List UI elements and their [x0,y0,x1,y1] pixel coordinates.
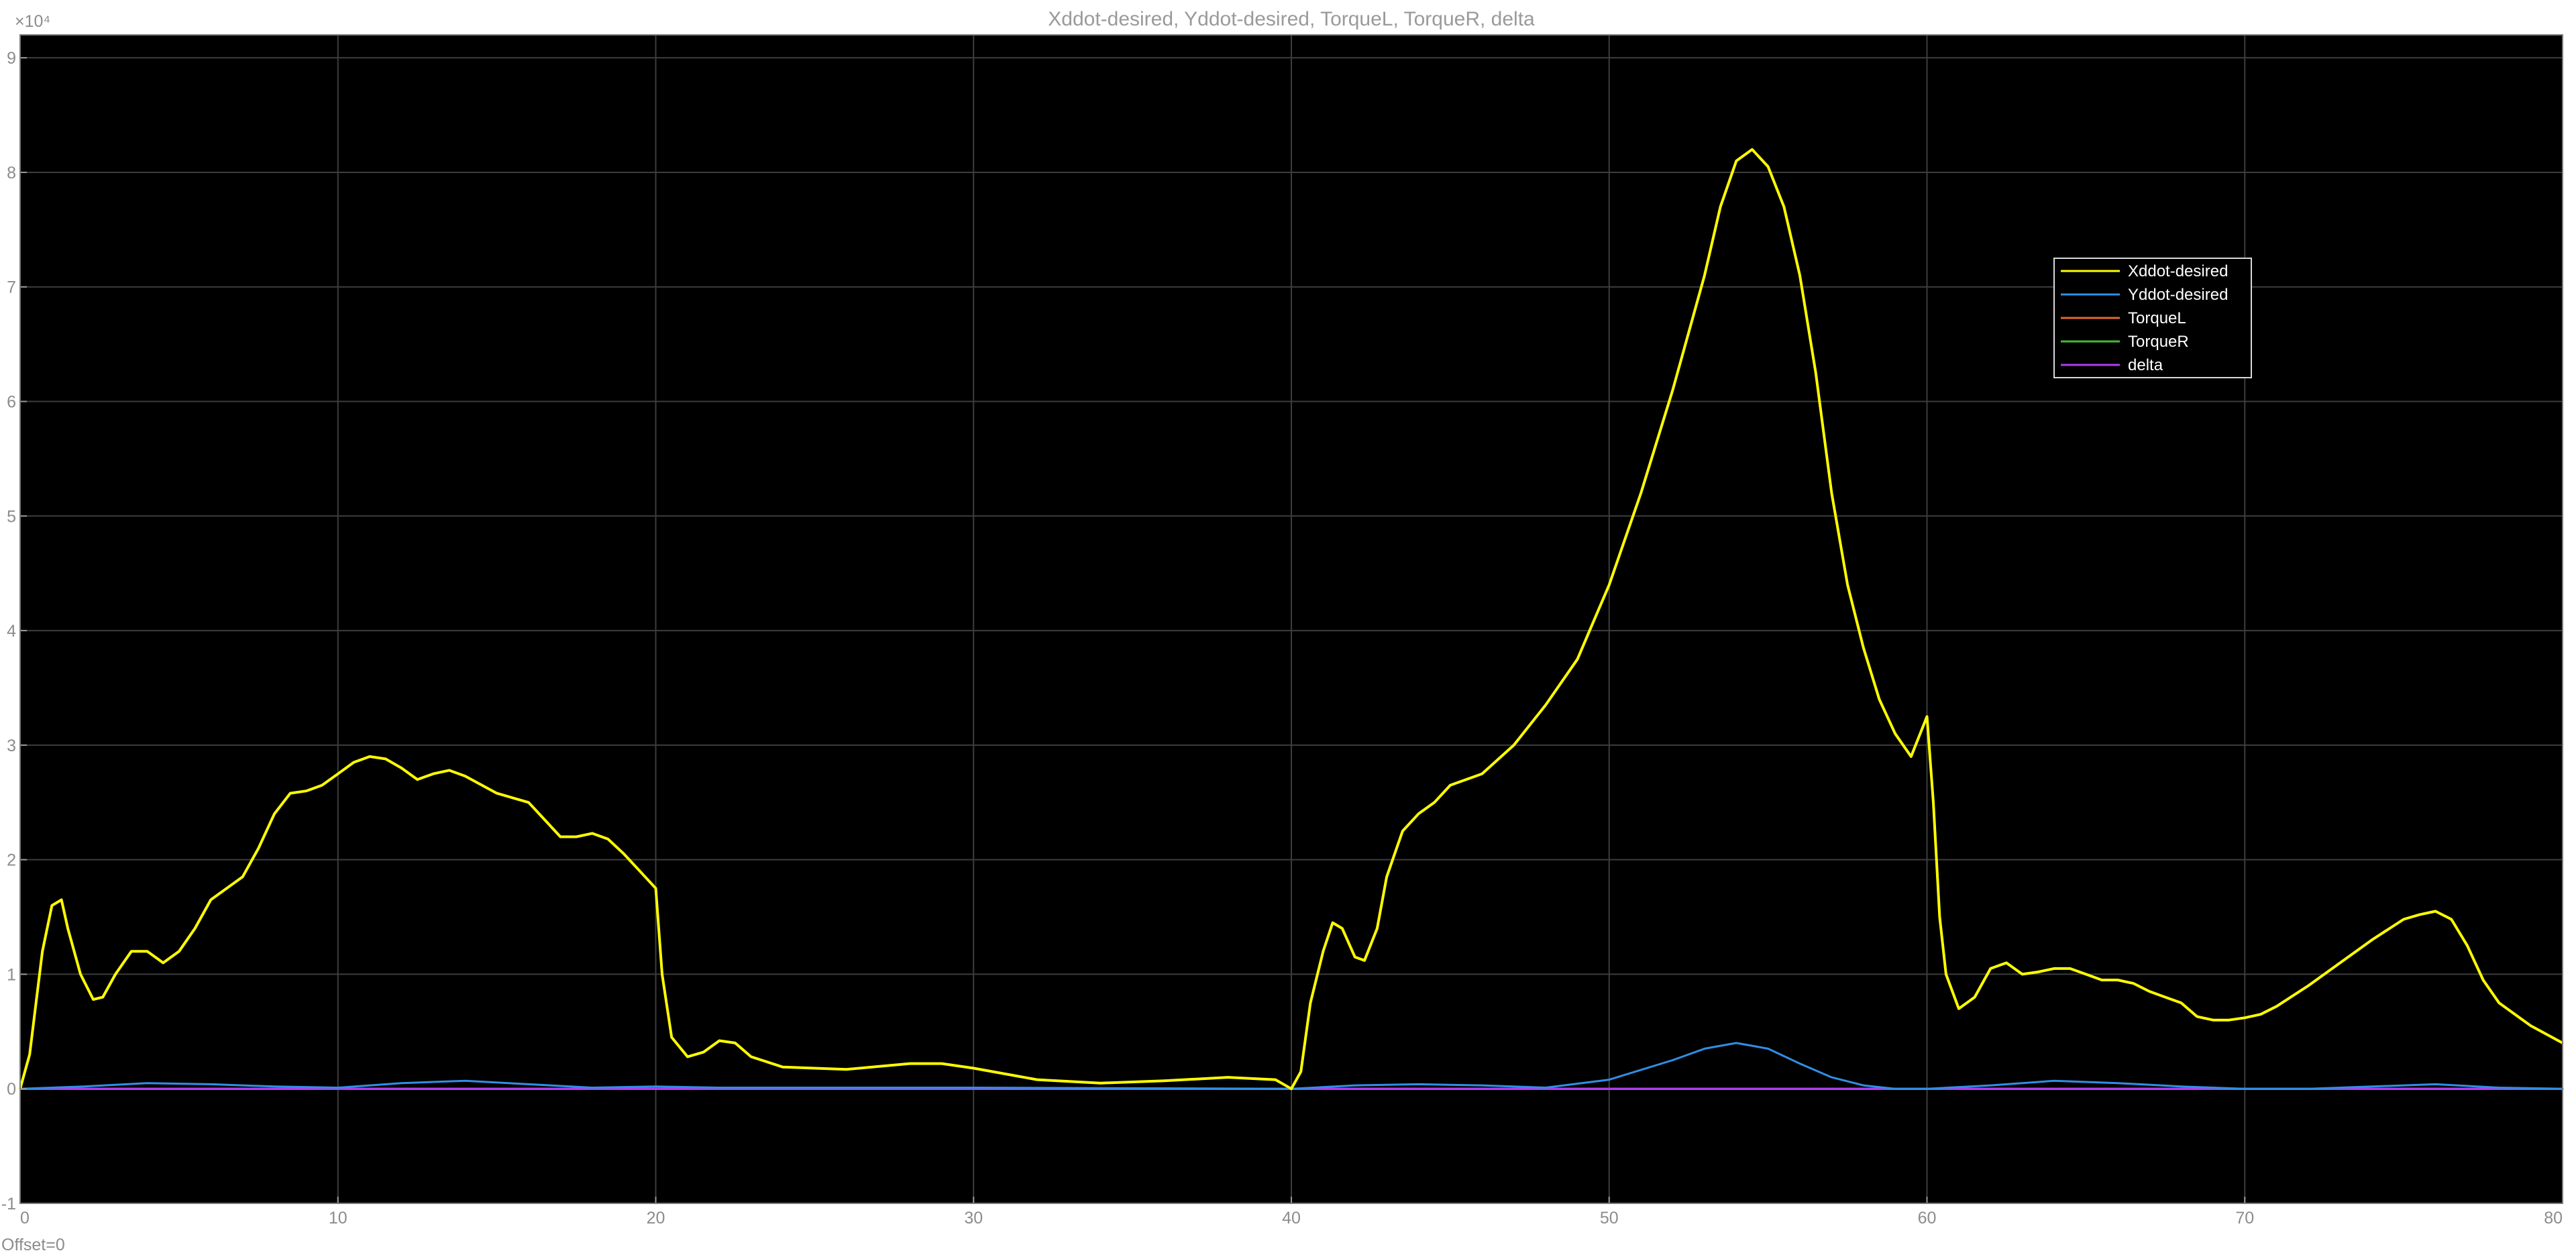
y-tick-label: 8 [7,164,16,182]
y-tick-label: 4 [7,622,16,641]
x-tick-label: 70 [2235,1209,2254,1228]
y-tick-label: 5 [7,507,16,526]
y-tick-label: 9 [7,49,16,68]
legend-entry-label: Xddot-desired [2128,262,2228,280]
x-tick-label: 0 [20,1209,30,1228]
legend-entry-label: Yddot-desired [2128,286,2228,304]
y-tick-label: 1 [7,965,16,984]
x-tick-label: 40 [1282,1209,1301,1228]
x-tick-label: 80 [2544,1209,2563,1228]
y-exponent-label: ×10⁴ [15,12,50,31]
x-tick-label: 20 [647,1209,665,1228]
series-lines [19,148,2564,1091]
legend-entry-label: delta [2128,356,2163,374]
y-tick-label: -1 [1,1195,16,1213]
x-tick-label: 30 [964,1209,983,1228]
y-tick-label: 7 [7,278,16,297]
offset-label: Offset=0 [1,1236,65,1253]
y-tick-label: 2 [7,851,16,870]
series-line-yddot-desired [19,1042,2564,1090]
series-line-xddot-desired [19,148,2564,1091]
x-tick-label: 10 [329,1209,347,1228]
plot-frame [19,34,2563,1204]
legend-entry-label: TorqueL [2128,309,2186,327]
chart-title: Xddot-desired, Yddot-desired, TorqueL, T… [1048,8,1535,30]
x-tick-label: 50 [1600,1209,1619,1228]
legend-entry-label: TorqueR [2128,333,2189,351]
y-tick-label: 6 [7,393,16,412]
y-tick-label: 0 [7,1080,16,1099]
legend[interactable]: Xddot-desired Yddot-desired TorqueL TorqueR… [2053,258,2252,378]
y-tick-label: 3 [7,737,16,755]
x-tick-label: 60 [1918,1209,1937,1228]
